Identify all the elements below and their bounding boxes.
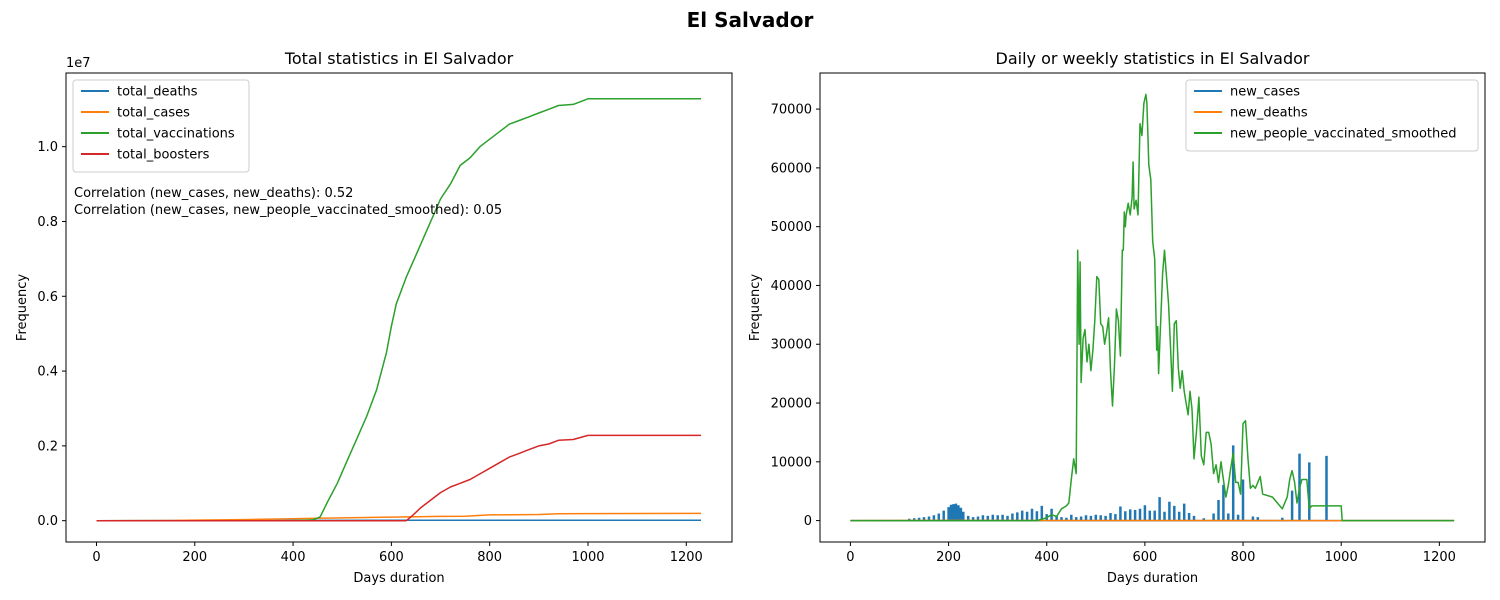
right-chart-frame bbox=[819, 72, 1486, 543]
y-tick-label: 20000 bbox=[771, 397, 812, 412]
x-tick-label: 200 bbox=[936, 550, 961, 565]
figure-title: El Salvador bbox=[687, 8, 814, 32]
right-chart-ticks: 0 200 400 600 800 1000 1200 0 10000 20000 30000 400… bbox=[771, 103, 1456, 565]
y-tick-label: 0.2 bbox=[37, 439, 58, 454]
x-tick-label: 600 bbox=[1132, 550, 1157, 565]
left-chart-offset-label: 1e7 bbox=[66, 56, 91, 71]
left-chart-marks bbox=[96, 98, 702, 522]
correlation-annotation-deaths: Correlation (new_cases, new_deaths): 0.5… bbox=[74, 186, 353, 201]
right-chart-title: Daily or weekly statistics in El Salvado… bbox=[996, 49, 1310, 68]
legend-label-new-deaths: new_deaths bbox=[1230, 106, 1308, 121]
right-chart-xlabel: Days duration bbox=[1107, 571, 1198, 586]
left-chart-frame bbox=[65, 72, 733, 543]
y-tick-label: 0.4 bbox=[37, 365, 58, 380]
right-chart-marks bbox=[850, 93, 1455, 522]
x-tick-label: 1200 bbox=[1423, 550, 1456, 565]
y-tick-label: 10000 bbox=[771, 455, 812, 470]
legend-label-total-boosters: total_boosters bbox=[117, 148, 210, 163]
left-chart-xlabel: Days duration bbox=[353, 571, 444, 586]
y-tick-label: 50000 bbox=[771, 220, 812, 235]
y-tick-label: 1.0 bbox=[37, 140, 58, 155]
series-new-cases-spikes bbox=[908, 445, 1328, 521]
legend-label-new-cases: new_cases bbox=[1230, 85, 1300, 100]
legend-label-total-deaths: total_deaths bbox=[117, 85, 198, 100]
left-chart-legend: total_deaths total_cases total_vaccination… bbox=[72, 79, 250, 173]
legend-label-new-people-vaccinated-smoothed: new_people_vaccinated_smoothed bbox=[1230, 127, 1456, 142]
x-tick-label: 1000 bbox=[1325, 550, 1358, 565]
x-tick-label: 800 bbox=[477, 550, 502, 565]
legend-label-total-vaccinations: total_vaccinations bbox=[117, 127, 235, 142]
legend-box bbox=[1185, 79, 1479, 152]
left-chart: Total statistics in El Salvador 0 200 400 6… bbox=[15, 49, 733, 586]
x-tick-label: 1000 bbox=[571, 550, 604, 565]
x-tick-label: 0 bbox=[846, 550, 854, 565]
x-tick-label: 400 bbox=[281, 550, 306, 565]
y-tick-label: 40000 bbox=[771, 279, 812, 294]
x-tick-label: 200 bbox=[182, 550, 207, 565]
right-chart-ylabel: Frequency bbox=[748, 274, 763, 341]
series-total-cases-line bbox=[96, 512, 702, 522]
left-chart-ylabel: Frequency bbox=[15, 274, 30, 341]
x-tick-label: 800 bbox=[1231, 550, 1256, 565]
y-tick-label: 0.8 bbox=[37, 215, 58, 230]
legend-box bbox=[72, 79, 250, 173]
right-chart: Daily or weekly statistics in El Salvado… bbox=[748, 49, 1486, 586]
left-chart-ticks: 0 200 400 600 800 1000 1200 0.0 0.2 0.4 0.6 0.8 1.0 bbox=[37, 140, 703, 565]
x-tick-label: 400 bbox=[1034, 550, 1059, 565]
series-total-vaccinations-line bbox=[96, 98, 701, 522]
y-tick-label: 60000 bbox=[771, 161, 812, 176]
series-new-people-vaccinated-smoothed-line bbox=[850, 93, 1455, 522]
series-total-boosters-line bbox=[96, 434, 701, 522]
y-tick-label: 0.0 bbox=[37, 514, 58, 529]
y-tick-label: 0.6 bbox=[37, 290, 58, 305]
x-tick-label: 1200 bbox=[670, 550, 703, 565]
legend-label-total-cases: total_cases bbox=[117, 106, 190, 121]
y-tick-label: 70000 bbox=[771, 103, 812, 118]
x-tick-label: 600 bbox=[379, 550, 404, 565]
x-tick-label: 0 bbox=[92, 550, 100, 565]
y-tick-label: 0 bbox=[804, 514, 812, 529]
left-chart-title: Total statistics in El Salvador bbox=[284, 49, 514, 68]
y-tick-label: 30000 bbox=[771, 338, 812, 353]
right-chart-legend: new_cases new_deaths new_people_vaccinated… bbox=[1185, 79, 1479, 152]
correlation-annotation-vaccinated: Correlation (new_cases, new_people_vacci… bbox=[74, 203, 502, 218]
